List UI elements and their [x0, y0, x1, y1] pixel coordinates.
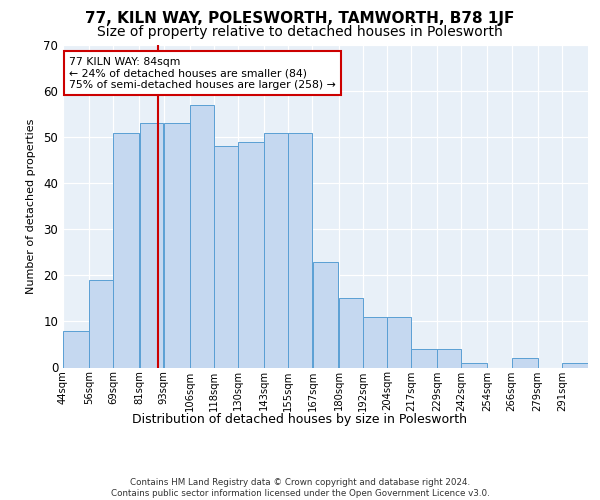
Text: Distribution of detached houses by size in Polesworth: Distribution of detached houses by size …	[133, 413, 467, 426]
Bar	[363, 317, 387, 368]
Bar	[89, 280, 113, 368]
Text: 77, KILN WAY, POLESWORTH, TAMWORTH, B78 1JF: 77, KILN WAY, POLESWORTH, TAMWORTH, B78 …	[85, 12, 515, 26]
Bar	[164, 124, 190, 368]
Bar	[461, 363, 487, 368]
Text: 77 KILN WAY: 84sqm
← 24% of detached houses are smaller (84)
75% of semi-detache: 77 KILN WAY: 84sqm ← 24% of detached hou…	[69, 56, 336, 90]
Bar	[214, 146, 238, 368]
Bar	[411, 349, 437, 368]
Bar	[63, 330, 89, 368]
Bar	[289, 132, 313, 368]
Bar	[264, 132, 288, 368]
Bar	[190, 105, 214, 368]
Bar	[338, 298, 362, 368]
Y-axis label: Number of detached properties: Number of detached properties	[26, 118, 37, 294]
Bar	[437, 349, 461, 368]
Text: Size of property relative to detached houses in Polesworth: Size of property relative to detached ho…	[97, 25, 503, 39]
Bar	[113, 132, 139, 368]
Bar	[512, 358, 538, 368]
Bar	[562, 363, 588, 368]
Bar	[238, 142, 264, 368]
Text: Contains HM Land Registry data © Crown copyright and database right 2024.
Contai: Contains HM Land Registry data © Crown c…	[110, 478, 490, 498]
Bar	[140, 124, 163, 368]
Bar	[313, 262, 338, 368]
Bar	[387, 317, 411, 368]
